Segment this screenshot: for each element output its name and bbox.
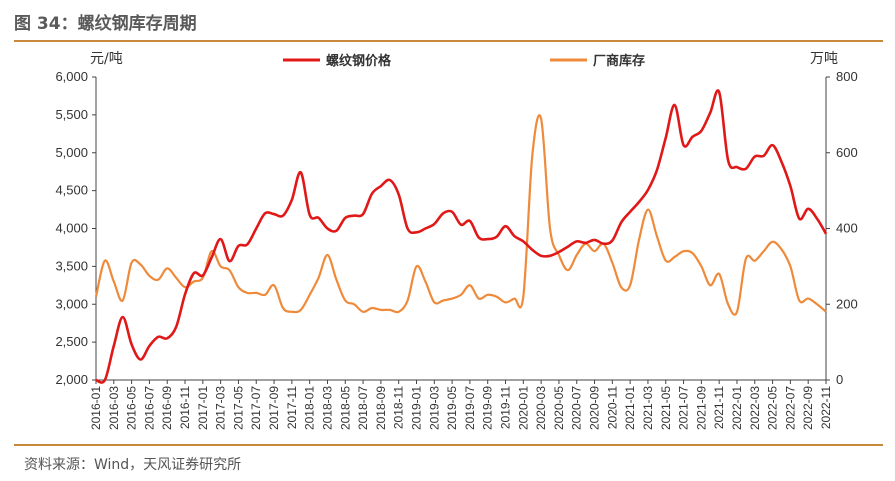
left-y-tick-label: 5,000 [55,145,88,160]
right-y-tick-label: 0 [836,372,843,387]
figure-title: 图 34：螺纹钢库存周期 [14,14,197,34]
x-tick-label: 2019-01 [409,386,423,430]
bottom-rule [14,444,883,446]
x-tick-label: 2016-09 [160,386,174,430]
x-tick-label: 2016-05 [125,386,139,430]
x-tick-label: 2019-11 [499,386,513,429]
x-tick-label: 2018-07 [356,386,370,430]
x-tick-label: 2017-07 [249,386,263,430]
x-tick-label: 2016-11 [178,386,192,429]
x-tick-label: 2017-11 [285,386,299,429]
right-unit-label: 万吨 [810,51,838,67]
x-tick-label: 2018-01 [303,386,317,430]
x-tick-label: 2021-11 [712,386,726,429]
left-y-tick-label: 3,000 [55,296,88,311]
x-tick-label: 2021-01 [623,386,637,430]
left-y-tick-label: 4,000 [55,221,88,236]
x-tick-label: 2022-05 [766,386,780,430]
left-y-tick-label: 2,000 [55,372,88,387]
series-layer [94,89,828,384]
x-tick-label: 2019-05 [445,386,459,430]
x-tick-labels: 2016-01 2016-03 2016-05 2016-07 2016-09 2016-… [89,380,833,430]
x-tick-label: 2017-03 [214,386,228,430]
x-tick-label: 2019-03 [427,386,441,430]
x-tick-label: 2021-07 [677,386,691,430]
left-y-tick-label: 5,500 [55,107,88,122]
right-y-tick-label: 800 [836,69,858,84]
x-tick-label: 2020-09 [588,386,602,430]
top-rule [14,40,883,42]
left-unit-label: 元/吨 [90,51,123,67]
legend: 螺纹钢价格 厂商库存 [283,53,645,69]
x-tick-label: 2017-05 [231,386,245,430]
series-line-inventory [94,114,827,316]
x-tick-label: 2017-01 [196,386,210,430]
x-tick-label: 2021-05 [659,386,673,430]
right-y-tick-label: 200 [836,296,858,311]
x-tick-label: 2017-09 [267,386,281,430]
x-tick-label: 2022-11 [819,386,833,429]
x-tick-label: 2022-01 [730,386,744,430]
x-tick-label: 2016-01 [89,386,103,430]
x-tick-label: 2016-07 [142,386,156,430]
legend-price-label: 螺纹钢价格 [326,53,392,69]
x-tick-label: 2022-07 [783,386,797,430]
x-tick-label: 2020-07 [570,386,584,430]
right-y-tick-labels: 0 200 400 600 800 [826,69,858,387]
left-y-tick-label: 3,500 [55,258,88,273]
x-tick-label: 2021-09 [694,386,708,430]
x-tick-label: 2019-07 [463,386,477,430]
right-y-tick-label: 600 [836,145,858,160]
x-tick-label: 2020-05 [552,386,566,430]
x-tick-label: 2022-09 [801,386,815,430]
right-y-tick-label: 400 [836,221,858,236]
x-tick-label: 2021-03 [641,386,655,430]
x-tick-label: 2020-11 [605,386,619,429]
left-y-tick-label: 6,000 [55,69,88,84]
x-tick-label: 2020-03 [534,386,548,430]
legend-inventory-label: 厂商库存 [593,53,645,69]
x-tick-label: 2018-03 [320,386,334,430]
series-line-price [95,89,828,384]
left-y-tick-label: 4,500 [55,183,88,198]
source-note: 资料来源：Wind，天风证券研究所 [24,457,242,473]
x-tick-label: 2018-09 [374,386,388,430]
left-y-tick-labels: 2,000 2,500 3,000 3,500 4,000 4,500 5,000 5,500… [55,69,96,387]
left-y-tick-label: 2,500 [55,334,88,349]
x-tick-label: 2018-05 [338,386,352,430]
x-tick-label: 2022-03 [748,386,762,430]
x-tick-label: 2018-11 [392,386,406,429]
x-tick-label: 2019-09 [481,386,495,430]
chart-axes [95,77,827,381]
x-tick-label: 2020-01 [516,386,530,430]
x-tick-label: 2016-03 [107,386,121,430]
